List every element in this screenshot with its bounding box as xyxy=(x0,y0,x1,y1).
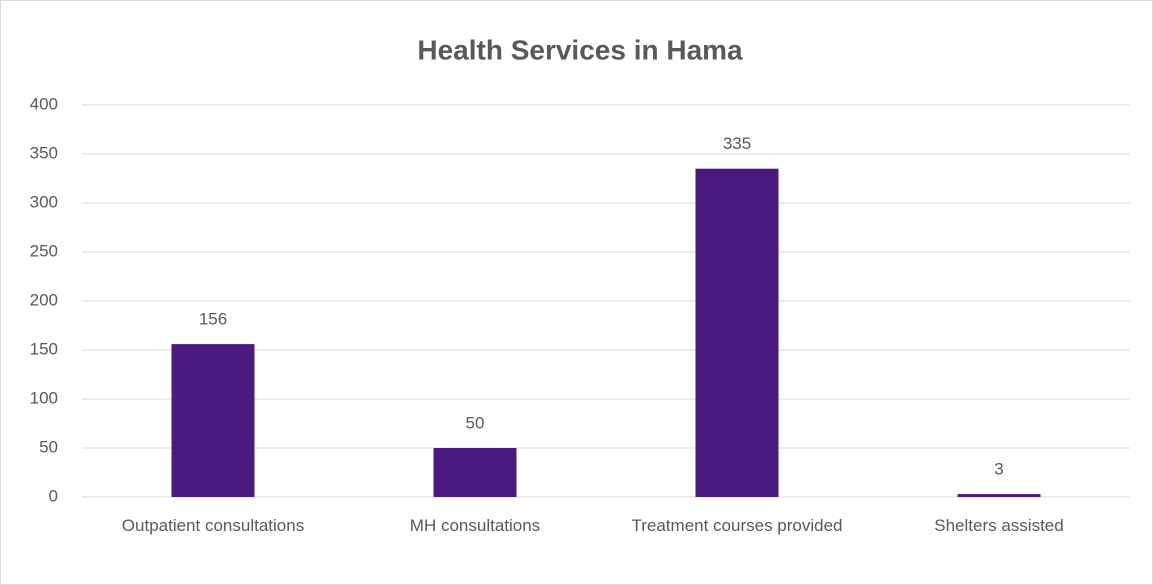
y-tick-label: 150 xyxy=(30,339,58,358)
bar xyxy=(957,494,1041,497)
bar xyxy=(171,344,255,497)
x-tick-label: MH consultations xyxy=(409,516,541,535)
data-label: 156 xyxy=(199,310,227,329)
y-tick-label: 200 xyxy=(30,290,58,309)
bar xyxy=(695,168,779,497)
data-label: 50 xyxy=(466,413,485,432)
bar xyxy=(433,448,517,497)
y-tick-label: 100 xyxy=(30,388,58,407)
x-tick-label: Shelters assisted xyxy=(934,516,1064,535)
y-tick-label: 0 xyxy=(49,486,58,505)
y-tick-label: 50 xyxy=(39,437,58,456)
x-tick-label: Treatment courses provided xyxy=(631,516,843,535)
data-label: 3 xyxy=(994,460,1003,479)
x-tick-label: Outpatient consultations xyxy=(121,516,305,535)
y-tick-label: 300 xyxy=(30,192,58,211)
data-label: 335 xyxy=(723,134,751,153)
y-tick-label: 350 xyxy=(30,143,58,162)
y-tick-label: 400 xyxy=(30,94,58,113)
y-tick-label: 250 xyxy=(30,241,58,260)
chart-title: Health Services in Hama xyxy=(417,34,743,65)
